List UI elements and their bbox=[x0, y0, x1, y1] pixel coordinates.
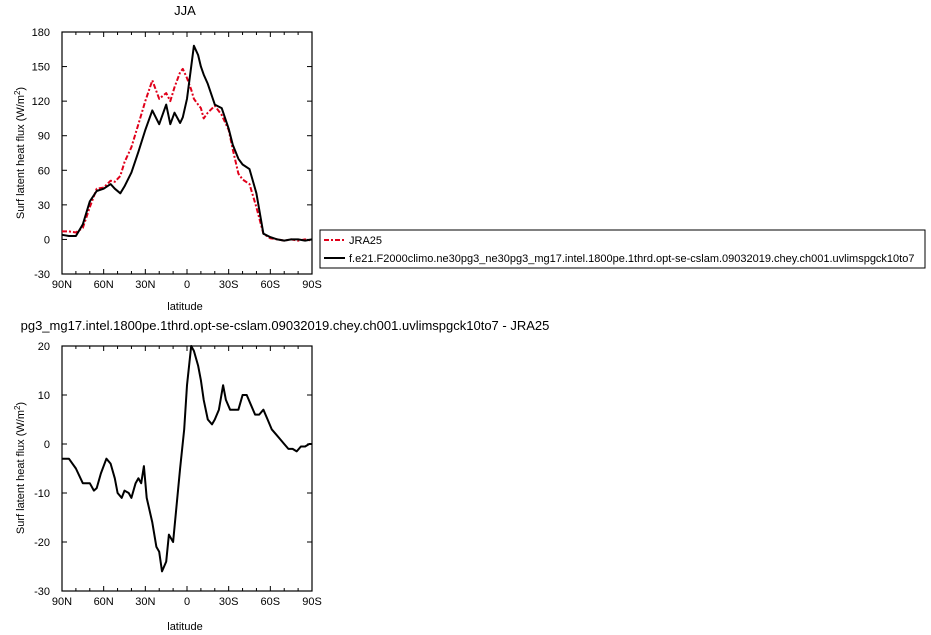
top-x-tick-label: 90N bbox=[52, 279, 72, 291]
bottom-y-axis-label: Surf latent heat flux (W/m2) bbox=[13, 402, 27, 534]
top-x-tick-label: 90S bbox=[302, 279, 322, 291]
bottom-x-tick-label: 90S bbox=[302, 596, 322, 608]
bottom-y-tick-label: 0 bbox=[44, 439, 50, 451]
bottom-y-axis-label-sup: 2 bbox=[13, 405, 22, 410]
legend-label-model: f.e21.F2000climo.ne30pg3_ne30pg3_mg17.in… bbox=[349, 253, 914, 265]
top-y-axis-label-end: ) bbox=[15, 87, 27, 91]
top-y-tick-label: 90 bbox=[38, 131, 50, 143]
bottom-y-tick-label: 10 bbox=[38, 390, 50, 402]
bottom-x-tick-label: 30S bbox=[219, 596, 239, 608]
top-y-tick-label: 120 bbox=[32, 96, 50, 108]
top-y-tick-label: 180 bbox=[32, 27, 50, 39]
top-plot-area: 90N 60N 30N 0 30S 60S 90S -30 0 30 60 90 120 150 180 bbox=[32, 27, 322, 291]
top-x-tick-label: 30S bbox=[219, 279, 239, 291]
top-x-tick-label: 60S bbox=[261, 279, 281, 291]
bottom-series-line-0 bbox=[62, 345, 312, 573]
bottom-x-tick-label: 60S bbox=[261, 596, 281, 608]
bottom-y-tick-label: -10 bbox=[34, 488, 50, 500]
top-series-line-1 bbox=[61, 44, 313, 242]
bottom-y-axis-label-main: Surf latent heat flux (W/m bbox=[15, 410, 27, 534]
top-y-axis-label: Surf latent heat flux (W/m2) bbox=[13, 87, 27, 219]
top-x-tick-label: 30N bbox=[135, 279, 155, 291]
legend: JRA25 f.e21.F2000climo.ne30pg3_ne30pg3_m… bbox=[319, 229, 926, 269]
bottom-x-tick-label: 30N bbox=[135, 596, 155, 608]
bottom-x-tick-label: 90N bbox=[52, 596, 72, 608]
legend-label-jra25: JRA25 bbox=[349, 235, 382, 247]
top-panel: JJA 90N 60N 30N 0 30S 60S 90S -30 0 30 60 90 120 150 1… bbox=[13, 3, 322, 313]
bottom-y-tick-label: -30 bbox=[34, 586, 50, 598]
top-y-tick-label: 60 bbox=[38, 165, 50, 177]
top-chart-title: JJA bbox=[174, 3, 196, 18]
top-y-axis-label-sup: 2 bbox=[13, 90, 22, 95]
bottom-chart-title: pg3_mg17.intel.1800pe.1thrd.opt-se-cslam… bbox=[21, 318, 550, 333]
top-x-axis-label: latitude bbox=[167, 301, 202, 313]
bottom-x-tick-label: 0 bbox=[184, 596, 190, 608]
bottom-y-tick-label: 20 bbox=[38, 341, 50, 353]
legend-box bbox=[319, 229, 926, 269]
bottom-panel: pg3_mg17.intel.1800pe.1thrd.opt-se-cslam… bbox=[13, 318, 549, 633]
bottom-y-tick-label: -20 bbox=[34, 537, 50, 549]
bottom-plot-area: 90N 60N 30N 0 30S 60S 90S -30 -20 -10 0 10 20 bbox=[34, 341, 322, 608]
bottom-x-axis-label: latitude bbox=[167, 621, 202, 633]
top-y-tick-label: 150 bbox=[32, 62, 50, 74]
top-y-tick-label: -30 bbox=[34, 269, 50, 281]
top-x-tick-label: 60N bbox=[94, 279, 114, 291]
top-y-tick-label: 0 bbox=[44, 234, 50, 246]
top-y-axis-label-main: Surf latent heat flux (W/m bbox=[15, 95, 27, 219]
bottom-y-axis-label-end: ) bbox=[15, 402, 27, 406]
top-x-tick-label: 0 bbox=[184, 279, 190, 291]
top-y-tick-label: 30 bbox=[38, 200, 50, 212]
bottom-x-tick-label: 60N bbox=[94, 596, 114, 608]
